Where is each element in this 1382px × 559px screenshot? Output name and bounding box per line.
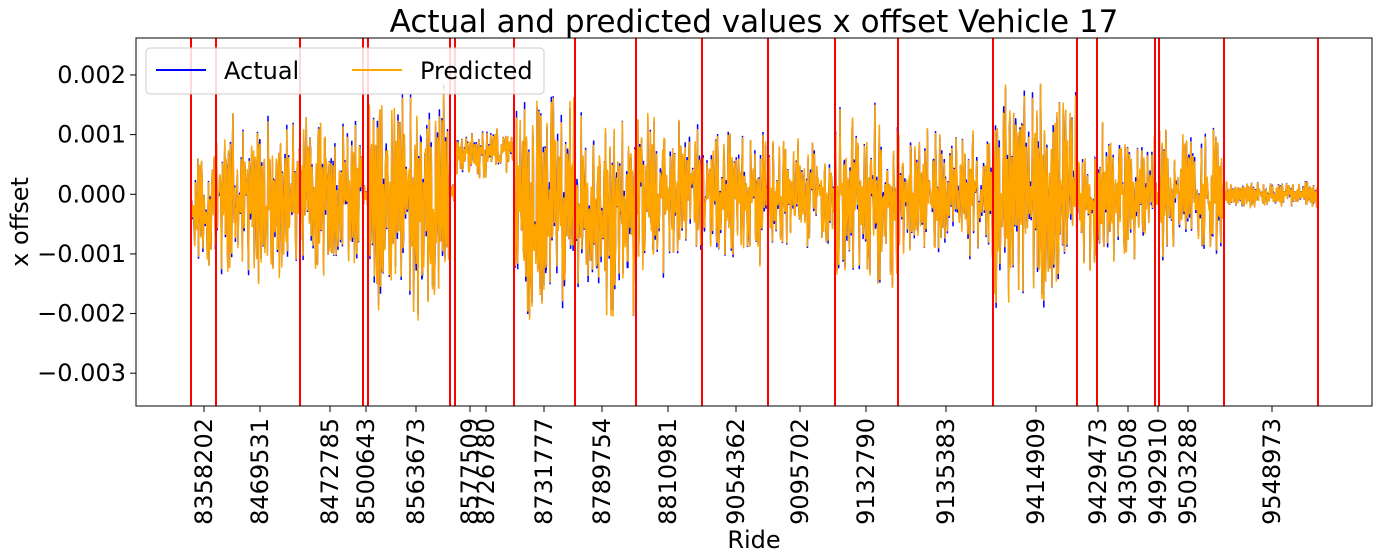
x-tick-label: 9492910 <box>1144 418 1172 525</box>
x-tick-label: 9430508 <box>1114 418 1142 525</box>
y-axis-ticks: 0.002 0.001 0.000 −0.001 −0.002 −0.003 <box>37 61 136 387</box>
x-tick-label: 9135383 <box>932 418 960 525</box>
y-tick-label: −0.003 <box>37 359 126 387</box>
chart-title: Actual and predicted values x offset Veh… <box>390 4 1119 40</box>
x-tick-label: 9503288 <box>1174 418 1202 525</box>
x-tick-label: 8577509 <box>456 418 484 525</box>
x-tick-label: 8810981 <box>654 418 682 525</box>
x-axis-label: Ride <box>727 526 780 554</box>
legend-box <box>145 47 545 95</box>
x-tick-label: 9429473 <box>1084 418 1112 525</box>
x-axis-ticks: 8358202 8469531 8472785 8500643 8563673 85775… <box>190 406 1286 525</box>
series-line-predicted <box>190 83 1319 321</box>
x-tick-label: 9548973 <box>1258 418 1286 525</box>
legend-label-predicted: Predicted <box>420 57 533 85</box>
x-tick-label: 8358202 <box>190 418 218 525</box>
x-tick-label: 8726780 <box>472 418 500 525</box>
x-tick-label: 9132790 <box>852 418 880 525</box>
legend-label-actual: Actual <box>224 57 299 85</box>
x-tick-label: 8500643 <box>352 418 380 525</box>
x-tick-label: 8563673 <box>402 418 430 525</box>
x-tick-label: 9095702 <box>786 418 814 525</box>
x-tick-label: 9054362 <box>722 418 750 525</box>
x-tick-label: 8472785 <box>316 418 344 525</box>
y-tick-label: 0.000 <box>57 180 126 208</box>
ride-boundaries <box>190 38 1319 406</box>
y-tick-label: −0.001 <box>37 240 126 268</box>
x-tick-label: 9414909 <box>1022 418 1050 525</box>
y-axis-label: x offset <box>6 177 34 267</box>
x-tick-label: 8731777 <box>530 418 558 525</box>
y-tick-label: −0.002 <box>37 300 126 328</box>
x-tick-label: 8789754 <box>588 418 616 525</box>
plot-frame <box>135 37 1373 407</box>
series-layer <box>190 83 1319 321</box>
y-tick-label: 0.002 <box>57 61 126 89</box>
x-tick-label: 8469531 <box>246 418 274 525</box>
y-tick-label: 0.001 <box>57 121 126 149</box>
legend: Actual Predicted <box>145 47 545 95</box>
